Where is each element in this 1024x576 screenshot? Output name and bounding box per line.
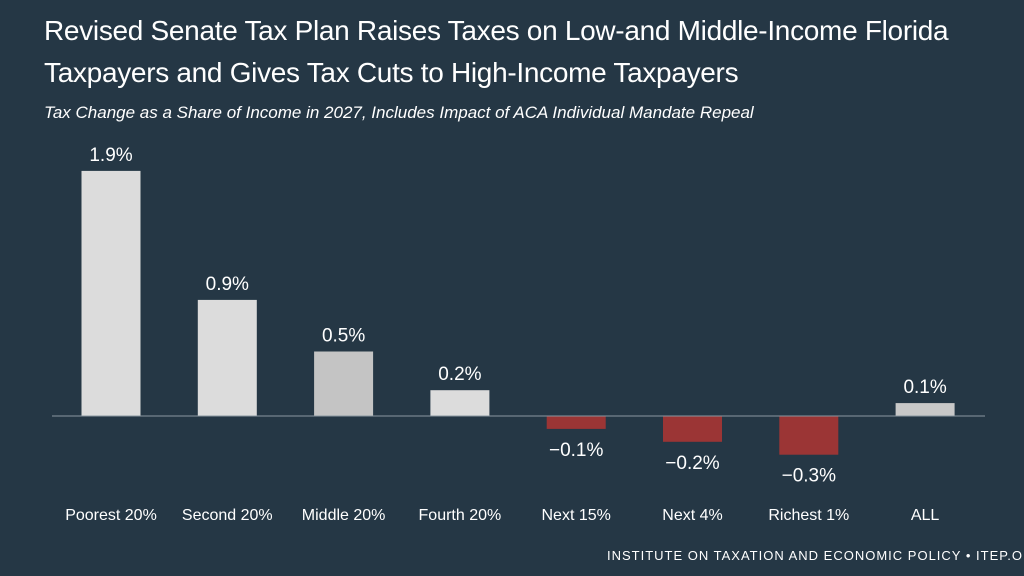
value-label-next-4: −0.2% [665,453,720,474]
category-label-middle-20: Middle 20% [302,507,386,524]
bar-second-20 [197,299,257,416]
bar-richest-1 [779,416,839,455]
value-label-richest-1: −0.3% [782,466,837,487]
source-footer: INSTITUTE ON TAXATION AND ECONOMIC POLIC… [607,548,1024,563]
chart-subtitle: Tax Change as a Share of Income in 2027,… [44,103,754,122]
category-label-fourth-20: Fourth 20% [419,507,502,524]
bar-all [895,403,955,416]
value-label-group: 1.9% 0.9% 0.5% 0.2% −0.1% −0.2% −0.3% 0.1% [89,145,947,487]
category-label-next-4: Next 4% [662,507,722,524]
value-label-poorest-20: 1.9% [89,145,132,166]
value-label-second-20: 0.9% [206,274,249,295]
chart-title-line-2: Taxpayers and Gives Tax Cuts to High-Inc… [44,57,739,88]
chart-title-line-1: Revised Senate Tax Plan Raises Taxes on … [44,15,949,46]
category-label-group: Poorest 20% Second 20% Middle 20% Fourth 20… [65,507,939,524]
category-label-next-15: Next 15% [542,507,611,524]
bar-group [81,170,955,455]
category-label-all: ALL [911,507,940,524]
bar-next-15 [546,416,606,429]
value-label-fourth-20: 0.2% [438,364,481,385]
value-label-all: 0.1% [903,377,946,398]
chart-title: Revised Senate Tax Plan Raises Taxes on … [44,10,1004,94]
value-label-next-15: −0.1% [549,440,604,461]
category-label-richest-1: Richest 1% [768,507,849,524]
value-label-middle-20: 0.5% [322,326,365,347]
category-label-second-20: Second 20% [182,507,273,524]
bar-fourth-20 [430,390,490,416]
category-label-poorest-20: Poorest 20% [65,507,157,524]
bar-next-4 [663,416,722,442]
bar-poorest-20 [81,170,141,416]
bar-middle-20 [314,351,374,416]
